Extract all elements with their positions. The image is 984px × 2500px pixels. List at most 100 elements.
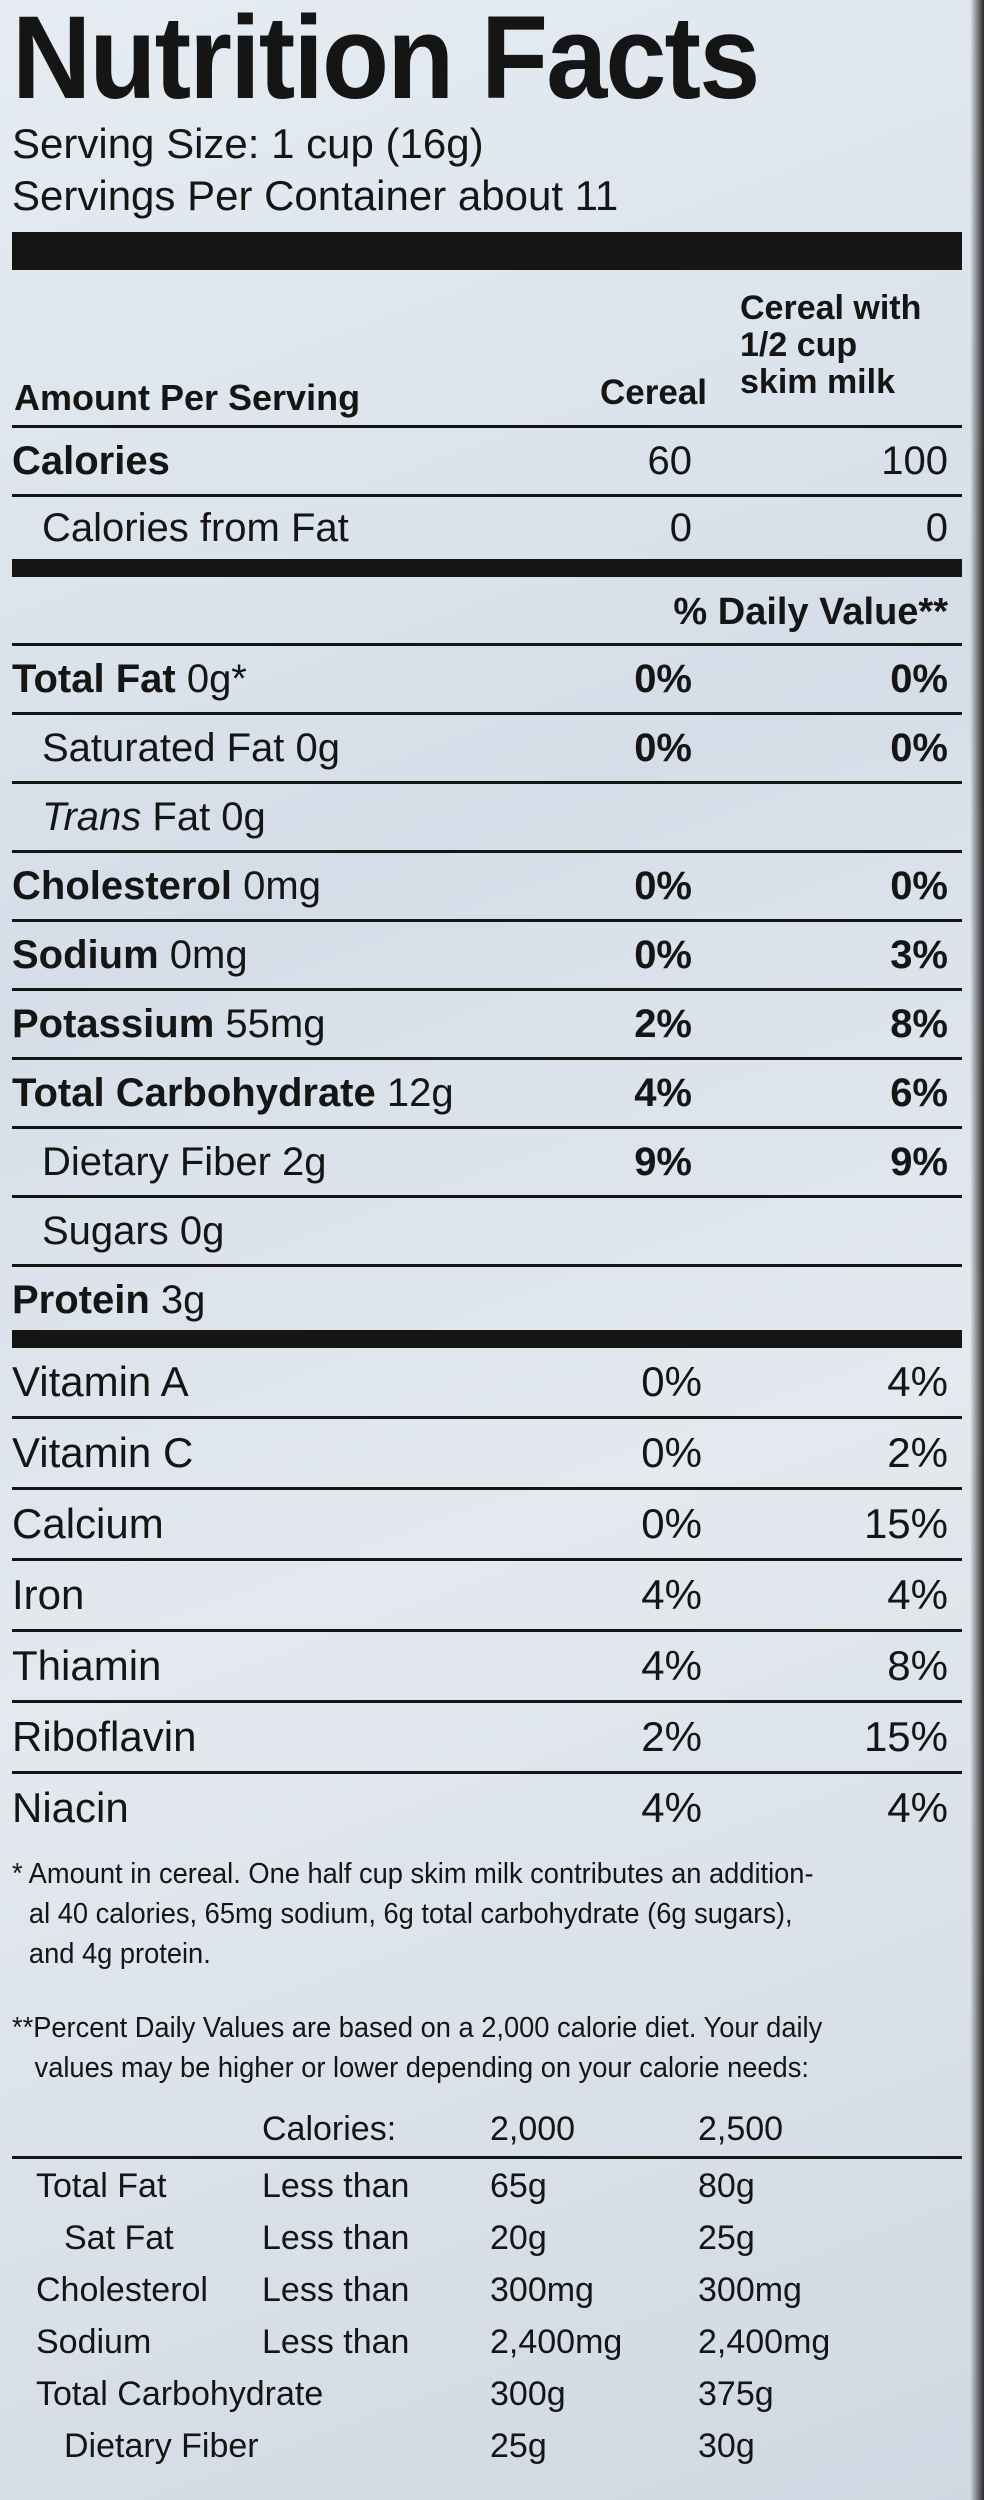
vitamin-name: Riboflavin	[12, 1713, 197, 1760]
label-title: Nutrition Facts	[12, 0, 760, 124]
reference-row: Dietary Fiber 25g 30g	[12, 2419, 962, 2471]
nutrient-milk-dv: 3%	[890, 932, 948, 977]
nutrient-milk-dv: 0%	[890, 725, 948, 770]
reference-value-2500: 2,400mg	[698, 2323, 831, 2361]
reference-calories-label: Calories:	[262, 2110, 397, 2148]
reference-nutrient: Cholesterol	[36, 2271, 208, 2309]
nutrient-cereal-dv: 0%	[634, 863, 692, 908]
cereal-column-label: Cereal	[600, 373, 708, 412]
vitamin-name: Calcium	[12, 1500, 164, 1547]
vitamin-cereal-dv: 0%	[641, 1358, 702, 1405]
nutrient-cereal-dv: 0%	[634, 725, 692, 770]
reference-condition: Less than	[262, 2219, 410, 2257]
vitamin-cereal-dv: 2%	[641, 1713, 702, 1760]
nutrient-row: Dietary Fiber 2g 9% 9%	[12, 1129, 962, 1198]
vitamin-row: Riboflavin 2% 15%	[12, 1703, 962, 1774]
footnote1-line1: * Amount in cereal. One half cup skim mi…	[12, 1858, 814, 1890]
reference-2500: 2,500	[698, 2110, 784, 2148]
vitamin-milk-dv: 8%	[887, 1642, 948, 1689]
vitamin-milk-dv: 15%	[863, 1500, 948, 1547]
vitamin-milk-dv: 15%	[863, 1713, 948, 1760]
vitamin-list: Vitamin A 0% 4% Vitamin C 0% 2% Calcium 0% 15% Ir…	[12, 1348, 962, 1842]
reference-value-2000: 300g	[490, 2375, 566, 2413]
reference-row: Sat Fat Less than 20g 25g	[12, 2211, 962, 2263]
footnote-daily-values: **Percent Daily Values are based on a 2,…	[12, 1996, 971, 2088]
vitamin-name: Vitamin A	[12, 1358, 189, 1405]
footnote1-line2: al 40 calories, 65mg sodium, 6g total ca…	[28, 1898, 793, 1930]
serving-size: Serving Size: 1 cup (16g)	[12, 120, 484, 167]
daily-value-header-text: % Daily Value**	[673, 591, 948, 633]
reference-condition: Less than	[262, 2323, 410, 2361]
col2-line1: Cereal with	[740, 289, 922, 327]
column-header: Amount Per Serving Cereal Cereal with 1/…	[12, 270, 962, 425]
amount-per-serving-label: Amount Per Serving	[14, 377, 361, 418]
reference-2000: 2,000	[490, 2110, 576, 2148]
reference-nutrient: Dietary Fiber	[64, 2427, 259, 2465]
nutrient-row: Trans Fat 0g	[12, 784, 962, 853]
cereal-with-milk-column-label: Cereal with 1/2 cup skim milk	[740, 290, 980, 401]
calories-label: Calories	[12, 438, 170, 483]
vitamin-cereal-dv: 4%	[641, 1642, 702, 1689]
vitamin-cereal-dv: 4%	[641, 1784, 702, 1831]
vitamin-milk-dv: 4%	[887, 1571, 948, 1618]
nutrient-milk-dv: 8%	[890, 1001, 948, 1046]
reference-table: Calories: 2,000 2,500 Total Fat Less than…	[12, 2102, 962, 2471]
reference-value-2000: 2,400mg	[490, 2323, 623, 2361]
daily-value-header: % Daily Value**	[12, 577, 962, 646]
vitamin-name: Thiamin	[12, 1642, 162, 1689]
nutrient-row: Protein 3g	[12, 1267, 962, 1333]
nutrient-cereal-dv: 4%	[634, 1070, 692, 1115]
vitamin-milk-dv: 4%	[887, 1358, 948, 1405]
nutrient-row: Sodium 0mg 0% 3%	[12, 922, 962, 991]
nutrient-name: Saturated Fat 0g	[42, 725, 340, 770]
calories-from-fat-label: Calories from Fat	[42, 505, 349, 550]
nutrient-cereal-dv: 0%	[634, 656, 692, 701]
nutrient-name: Sodium 0mg	[12, 932, 248, 977]
nutrient-milk-dv: 0%	[890, 863, 948, 908]
vitamin-row: Thiamin 4% 8%	[12, 1632, 962, 1703]
nutrient-milk-dv: 6%	[890, 1070, 948, 1115]
nutrient-row: Cholesterol 0mg 0% 0%	[12, 853, 962, 922]
nutrient-row: Saturated Fat 0g 0% 0%	[12, 715, 962, 784]
calories-milk-value: 100	[881, 438, 948, 483]
reference-nutrient: Total Carbohydrate	[36, 2375, 324, 2413]
vitamin-name: Iron	[12, 1571, 85, 1618]
vitamin-row: Vitamin C 0% 2%	[12, 1419, 962, 1490]
nutrient-row: Potassium 55mg 2% 8%	[12, 991, 962, 1060]
nutrient-cereal-dv: 9%	[634, 1139, 692, 1184]
nutrient-list: Total Fat 0g* 0% 0% Saturated Fat 0g 0% 0% Tra…	[12, 646, 962, 1333]
nutrient-name: Protein 3g	[12, 1277, 206, 1322]
reference-rows: Total Fat Less than 65g 80g Sat Fat Less than…	[12, 2159, 962, 2471]
nutrient-cereal-dv: 2%	[634, 1001, 692, 1046]
calories-cereal-value: 60	[647, 438, 693, 483]
reference-condition: Less than	[262, 2167, 410, 2205]
nutrient-name: Total Fat 0g*	[12, 656, 247, 701]
nutrient-name: Sugars 0g	[42, 1208, 225, 1253]
reference-nutrient: Total Fat	[36, 2167, 167, 2205]
col2-line2: 1/2 cup	[740, 326, 858, 364]
reference-value-2500: 80g	[698, 2167, 755, 2205]
vitamin-milk-dv: 2%	[887, 1429, 948, 1476]
reference-nutrient: Sodium	[36, 2323, 152, 2361]
reference-condition: Less than	[262, 2271, 410, 2309]
reference-row: Total Carbohydrate 300g 375g	[12, 2367, 962, 2419]
col2-line3: skim milk	[740, 363, 895, 401]
nutrient-name: Total Carbohydrate 12g	[12, 1070, 454, 1115]
nutrient-row: Total Carbohydrate 12g 4% 6%	[12, 1060, 962, 1129]
vitamin-row: Niacin 4% 4%	[12, 1774, 962, 1842]
calories-row: Calories 60 100	[12, 428, 962, 497]
vitamin-cereal-dv: 4%	[641, 1571, 702, 1618]
reference-row: Sodium Less than 2,400mg 2,400mg	[12, 2315, 962, 2367]
reference-row: Total Fat Less than 65g 80g	[12, 2159, 962, 2211]
vitamin-milk-dv: 4%	[887, 1784, 948, 1831]
vitamin-row: Calcium 0% 15%	[12, 1490, 962, 1561]
reference-value-2500: 300mg	[698, 2271, 802, 2309]
reference-value-2500: 30g	[698, 2427, 755, 2465]
reference-value-2500: 25g	[698, 2219, 755, 2257]
reference-value-2000: 300mg	[490, 2271, 594, 2309]
reference-row: Cholesterol Less than 300mg 300mg	[12, 2263, 962, 2315]
nutrient-name: Cholesterol 0mg	[12, 863, 321, 908]
vitamin-name: Vitamin C	[12, 1429, 194, 1476]
nutrient-row: Sugars 0g	[12, 1198, 962, 1267]
